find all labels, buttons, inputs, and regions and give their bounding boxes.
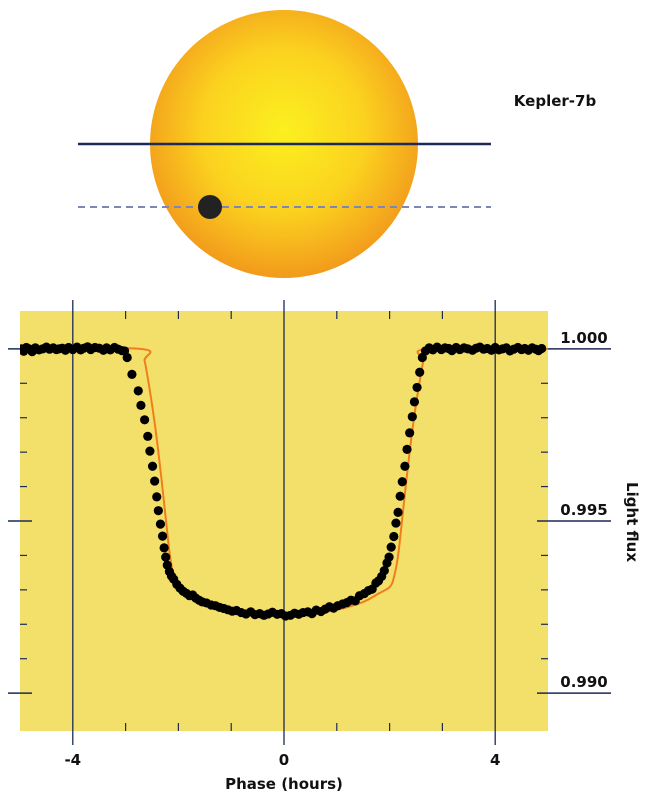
data-point-44 <box>159 543 169 553</box>
data-point-39 <box>150 476 160 486</box>
data-point-101 <box>379 565 389 576</box>
y-tick-label-1: 0.995 <box>560 501 607 519</box>
light-curve-chart: -4 0 4 1.000 0.995 0.990 Phase (hours) Light… <box>8 0 641 793</box>
data-point-38 <box>147 461 158 471</box>
data-point-150 <box>541 0 550 5</box>
data-point-35 <box>140 415 150 425</box>
data-point-36 <box>143 431 153 441</box>
data-point-43 <box>157 531 168 541</box>
data-point-111 <box>402 444 412 454</box>
x-tick-labels: -4 0 4 <box>64 751 500 769</box>
transit-diagram: Kepler-7b <box>78 10 596 278</box>
data-point-34 <box>136 400 146 410</box>
x-axis-title: Phase (hours) <box>225 775 343 793</box>
data-point-104 <box>386 542 396 552</box>
data-point-45 <box>161 552 171 562</box>
data-point-106 <box>391 518 401 528</box>
planet-disk <box>198 195 222 219</box>
data-point-107 <box>393 507 403 517</box>
data-point-37 <box>145 446 155 456</box>
data-point-103 <box>384 552 394 562</box>
minor-ticks <box>20 311 548 731</box>
y-axis-title: Light flux <box>623 482 641 562</box>
planet-name-label: Kepler-7b <box>514 92 597 110</box>
data-point-112 <box>405 428 415 438</box>
x-tick-label-2: 4 <box>490 751 500 769</box>
data-point-32 <box>127 369 137 379</box>
data-points <box>20 0 550 621</box>
data-point-31 <box>122 352 132 363</box>
data-point-116 <box>415 367 425 377</box>
x-tick-label-1: 0 <box>279 751 289 769</box>
data-point-109 <box>397 477 407 487</box>
data-point-113 <box>407 412 417 422</box>
x-grid-lines <box>72 300 496 745</box>
data-point-149 <box>537 343 547 354</box>
data-point-33 <box>133 386 143 396</box>
data-point-110 <box>400 461 410 471</box>
data-point-114 <box>409 397 420 407</box>
data-point-42 <box>155 519 166 529</box>
data-point-108 <box>395 491 405 501</box>
x-tick-label-0: -4 <box>64 751 81 769</box>
y-tick-labels: 1.000 0.995 0.990 <box>560 329 607 691</box>
data-point-40 <box>152 492 162 502</box>
data-point-41 <box>153 506 163 516</box>
data-point-105 <box>389 531 399 542</box>
data-point-115 <box>412 382 422 393</box>
y-tick-label-0: 1.000 <box>560 329 607 347</box>
y-tick-label-2: 0.990 <box>560 673 607 691</box>
